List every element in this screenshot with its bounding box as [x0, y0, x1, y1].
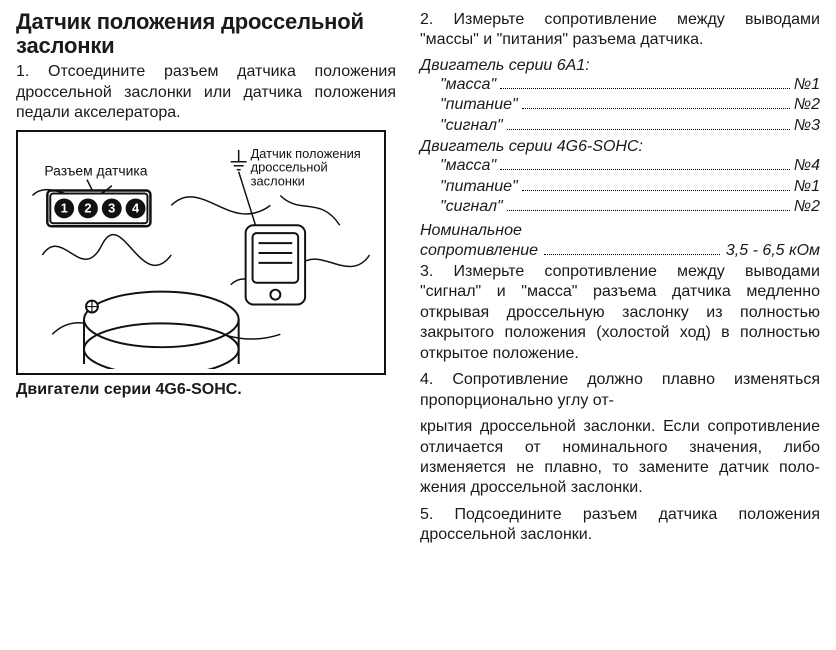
engine-figure: 1 2 3 4 Разъем датчика Дат	[16, 130, 386, 375]
dotted-leader	[544, 244, 720, 255]
figure-caption: Двигатели серии 4G6-SOHC.	[16, 381, 396, 399]
series-b-row-1-label: "питание"	[440, 177, 518, 197]
nominal-label-l1: Номинальное	[420, 222, 820, 240]
page: Датчик положения дрос­сельной заслонки 1…	[0, 0, 836, 650]
series-b-row-2-label: "сигнал"	[440, 197, 503, 217]
pin-3-label: 3	[108, 200, 115, 215]
engine-diagram-svg: 1 2 3 4 Разъем датчика Дат	[22, 136, 380, 369]
series-b-row-2: "сигнал" №2	[440, 197, 820, 217]
figure-label-sensor-3: заслонки	[251, 173, 305, 188]
series-a-row-2-label: "сигнал"	[440, 116, 503, 136]
figure-label-sensor-1: Датчик положения	[251, 146, 361, 161]
series-b-row-1-value: №1	[794, 177, 820, 197]
pin-1-label: 1	[61, 200, 68, 215]
series-b-row-1: "питание" №1	[440, 177, 820, 197]
dotted-leader	[500, 160, 790, 171]
figure-label-sensor-2: дроссельной	[251, 159, 328, 174]
dotted-leader	[507, 201, 790, 212]
series-a-row-0-value: №1	[794, 75, 820, 95]
series-a-row-1: "питание" №2	[440, 95, 820, 115]
series-b-row-0-value: №4	[794, 156, 820, 176]
series-b-row-0: "масса" №4	[440, 156, 820, 176]
step-2-text: 2. Измерьте сопротивление между выводами…	[420, 10, 820, 51]
dotted-leader	[522, 180, 790, 191]
nominal-label-l2: сопротивление	[420, 242, 538, 260]
series-a-row-2: "сигнал" №3	[440, 116, 820, 136]
left-column: Датчик положения дрос­сельной заслонки 1…	[16, 10, 396, 640]
series-a-row-0: "масса" №1	[440, 75, 820, 95]
pin-2-label: 2	[84, 200, 91, 215]
connector-svg-group: 1 2 3 4	[47, 190, 150, 226]
nominal-row: сопротивление 3,5 - 6,5 кОм	[420, 242, 820, 260]
series-a-title: Двигатель серии 6A1:	[420, 57, 820, 75]
series-b-row-2-value: №2	[794, 197, 820, 217]
dotted-leader	[500, 78, 790, 89]
step-4b-text: крытия дроссельной заслонки. Если сопрот…	[420, 417, 820, 499]
dotted-leader	[507, 119, 790, 130]
series-b-row-0-label: "масса"	[440, 156, 496, 176]
figure-label-connector: Разъем датчика	[44, 162, 147, 178]
series-a-row-1-value: №2	[794, 95, 820, 115]
step-1-text: 1. Отсоедините разъем датчика по­ложения…	[16, 62, 396, 123]
series-b-title: Двигатель серии 4G6-SOHC:	[420, 138, 820, 156]
step-5-text: 5. Подсоедините разъем датчика положения…	[420, 505, 820, 546]
nominal-value: 3,5 - 6,5 кОм	[726, 242, 820, 260]
step-3-text: 3. Измерьте сопротивление между вы­водам…	[420, 262, 820, 364]
series-a-row-1-label: "питание"	[440, 95, 518, 115]
dotted-leader	[522, 99, 790, 110]
series-a-row-0-label: "масса"	[440, 75, 496, 95]
section-title: Датчик положения дрос­сельной заслонки	[16, 10, 396, 58]
series-a-row-2-value: №3	[794, 116, 820, 136]
right-column: 2. Измерьте сопротивление между выводами…	[420, 10, 820, 640]
step-4a-text: 4. Сопротивление должно плавно из­менять…	[420, 370, 820, 411]
pin-4-label: 4	[132, 200, 140, 215]
